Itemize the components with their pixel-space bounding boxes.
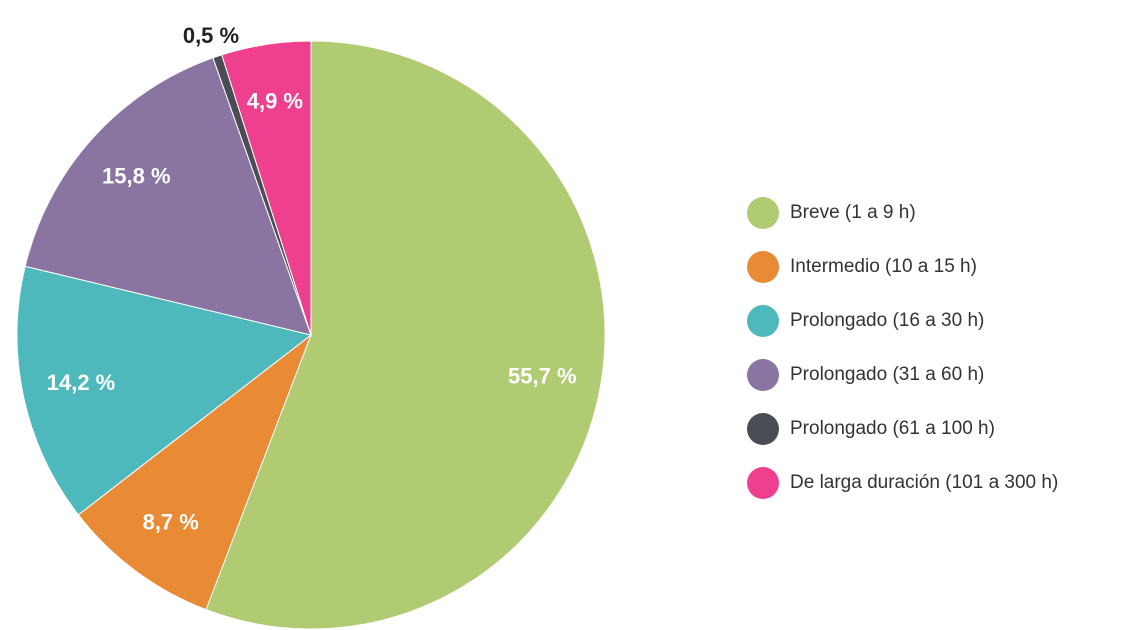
slice-label: 14,2 % (47, 370, 116, 395)
pie-slice (77, 333, 313, 611)
legend-swatch (747, 413, 779, 445)
slice-label: 55,7 % (508, 364, 577, 389)
legend-swatch (747, 197, 779, 229)
pie-slice (16, 265, 313, 516)
legend-swatch (747, 305, 779, 337)
legend-label: Breve (1 a 9 h) (790, 202, 916, 223)
legend-label: De larga duración (101 a 300 h) (790, 472, 1058, 493)
legend-label: Intermedio (10 a 15 h) (790, 256, 977, 277)
slice-label: 0,5 % (183, 23, 239, 48)
legend-label: Prolongado (61 a 100 h) (790, 418, 995, 439)
legend-label: Prolongado (16 a 30 h) (790, 310, 984, 331)
legend-swatch (747, 359, 779, 391)
pie-slice (24, 57, 312, 336)
pie-slice (221, 40, 312, 336)
legend-swatch (747, 251, 779, 283)
legend-label: Prolongado (31 a 60 h) (790, 364, 984, 385)
slice-label: 8,7 % (143, 510, 199, 535)
pie-slice (205, 40, 606, 630)
slice-label: 4,9 % (247, 88, 303, 113)
slice-label: 15,8 % (102, 163, 171, 188)
legend-swatch (747, 467, 779, 499)
